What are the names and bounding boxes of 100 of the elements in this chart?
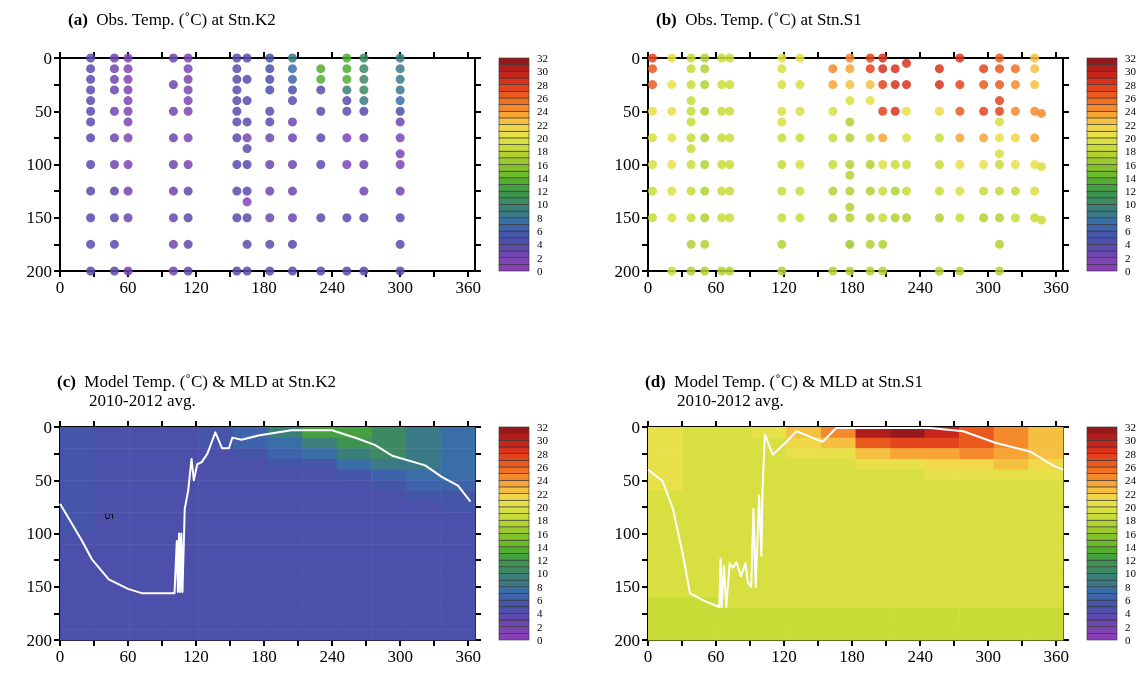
x-tick-label: 120 [771,647,797,666]
x-tick-label: 240 [907,278,933,297]
color-bar-label: 14 [537,540,549,553]
color-bar-label: 22 [537,487,548,500]
color-bar-label: 6 [537,225,543,238]
color-bar-label: 2 [1125,251,1131,264]
color-bar-label: 6 [537,594,543,607]
color-bar-label: 32 [537,421,548,433]
color-bar-label: 10 [1125,567,1137,580]
color-bar-label: 0 [537,634,543,646]
x-tick-label: 120 [183,647,209,666]
y-tick-label: 0 [43,417,52,437]
color-bar-label: 4 [537,607,543,620]
color-bar-label: 32 [1125,52,1136,64]
color-bar-label: 26 [1125,91,1137,104]
x-tick-label: 360 [1043,278,1069,297]
color-bar-label: 8 [1125,211,1131,224]
color-bar-label: 10 [537,198,549,211]
x-tick-label: 240 [319,278,345,297]
color-bar-label: 4 [1125,238,1131,251]
color-bar-label: 2 [1125,620,1131,633]
x-tick-label: 0 [643,278,653,297]
color-bar-label: 26 [1125,460,1137,473]
color-bar-label: 18 [537,514,549,527]
chart-title: (a) Obs. Temp. (˚C) at Stn.K2 [68,10,276,29]
y-tick-label: 100 [614,524,640,543]
color-bar-label: 26 [537,91,549,104]
color-bar-label: 4 [537,238,543,251]
x-tick-label: 360 [455,278,481,297]
color-bar-label: 10 [537,567,549,580]
color-bar-label: 30 [537,434,549,447]
color-bar-label: 0 [537,265,543,277]
color-bar-label: 10 [1125,198,1137,211]
color-bar-label: 14 [1125,171,1137,184]
color-bar-label: 22 [1125,118,1136,131]
chart-subtitle: 2010-2012 avg. [677,391,784,410]
x-tick-label: 180 [839,647,865,666]
y-tick-label: 50 [35,101,52,121]
y-tick-label: 0 [631,48,640,68]
y-tick-label: 100 [26,524,52,543]
y-tick-label: 50 [623,101,640,121]
color-bar-label: 24 [537,474,549,487]
x-tick-label: 300 [387,647,413,666]
color-bar-label: 14 [1125,540,1137,553]
color-bar-label: 16 [537,527,549,540]
color-bar-label: 28 [537,447,549,460]
color-bar-label: 8 [1125,580,1131,593]
color-bar-label: 30 [1125,65,1137,78]
color-bar-label: 26 [537,460,549,473]
y-tick-label: 0 [43,48,52,68]
x-tick-label: 0 [643,647,653,666]
color-bar-label: 24 [1125,105,1137,118]
color-bar-label: 0 [1125,265,1131,277]
x-tick-label: 300 [975,647,1001,666]
color-bar-label: 16 [1125,527,1137,540]
x-tick-label: 0 [55,278,65,297]
x-tick-label: 300 [387,278,413,297]
x-tick-label: 60 [119,647,137,666]
x-tick-label: 180 [251,647,277,666]
x-tick-label: 60 [707,278,725,297]
color-bar-label: 16 [537,158,549,171]
color-bar-label: 8 [537,211,543,224]
color-bar-label: 6 [1125,225,1131,238]
color-bar-label: 0 [1125,634,1131,646]
color-bar-label: 2 [537,620,543,633]
chart-title: (b) Obs. Temp. (˚C) at Stn.S1 [656,10,862,29]
x-tick-label: 300 [975,278,1001,297]
color-bar-label: 24 [1125,474,1137,487]
y-tick-label: 200 [614,630,640,650]
color-bar-label: 8 [537,580,543,593]
color-bar-label: 6 [1125,594,1131,607]
x-tick-label: 60 [707,647,725,666]
y-tick-label: 50 [623,470,640,490]
chart-title: (d) Model Temp. (˚C) & MLD at Stn.S1 [645,372,924,391]
y-tick-label: 50 [35,470,52,490]
color-bar-label: 2 [537,251,543,264]
color-bar-label: 20 [1125,131,1137,144]
color-bar-label: 28 [1125,447,1137,460]
color-bar-label: 4 [1125,607,1131,620]
y-tick-label: 150 [26,577,52,597]
x-tick-label: 120 [183,278,209,297]
color-bar-label: 30 [537,65,549,78]
color-bar-label: 12 [537,554,548,567]
y-tick-label: 100 [26,155,52,174]
color-bar-label: 28 [537,78,549,91]
color-bar-label: 18 [1125,514,1137,527]
y-tick-label: 0 [631,417,640,437]
x-tick-label: 0 [55,647,65,666]
x-tick-label: 180 [839,278,865,297]
chart-subtitle: 2010-2012 avg. [89,391,196,410]
x-tick-label: 60 [119,278,137,297]
y-tick-label: 150 [614,577,640,597]
color-bar-label: 24 [537,105,549,118]
y-tick-label: 200 [26,261,52,281]
x-tick-label: 120 [771,278,797,297]
color-bar-label: 20 [537,131,549,144]
y-tick-label: 200 [26,630,52,650]
color-bar-label: 12 [1125,554,1136,567]
y-tick-label: 150 [26,208,52,228]
color-bar-label: 22 [537,118,548,131]
